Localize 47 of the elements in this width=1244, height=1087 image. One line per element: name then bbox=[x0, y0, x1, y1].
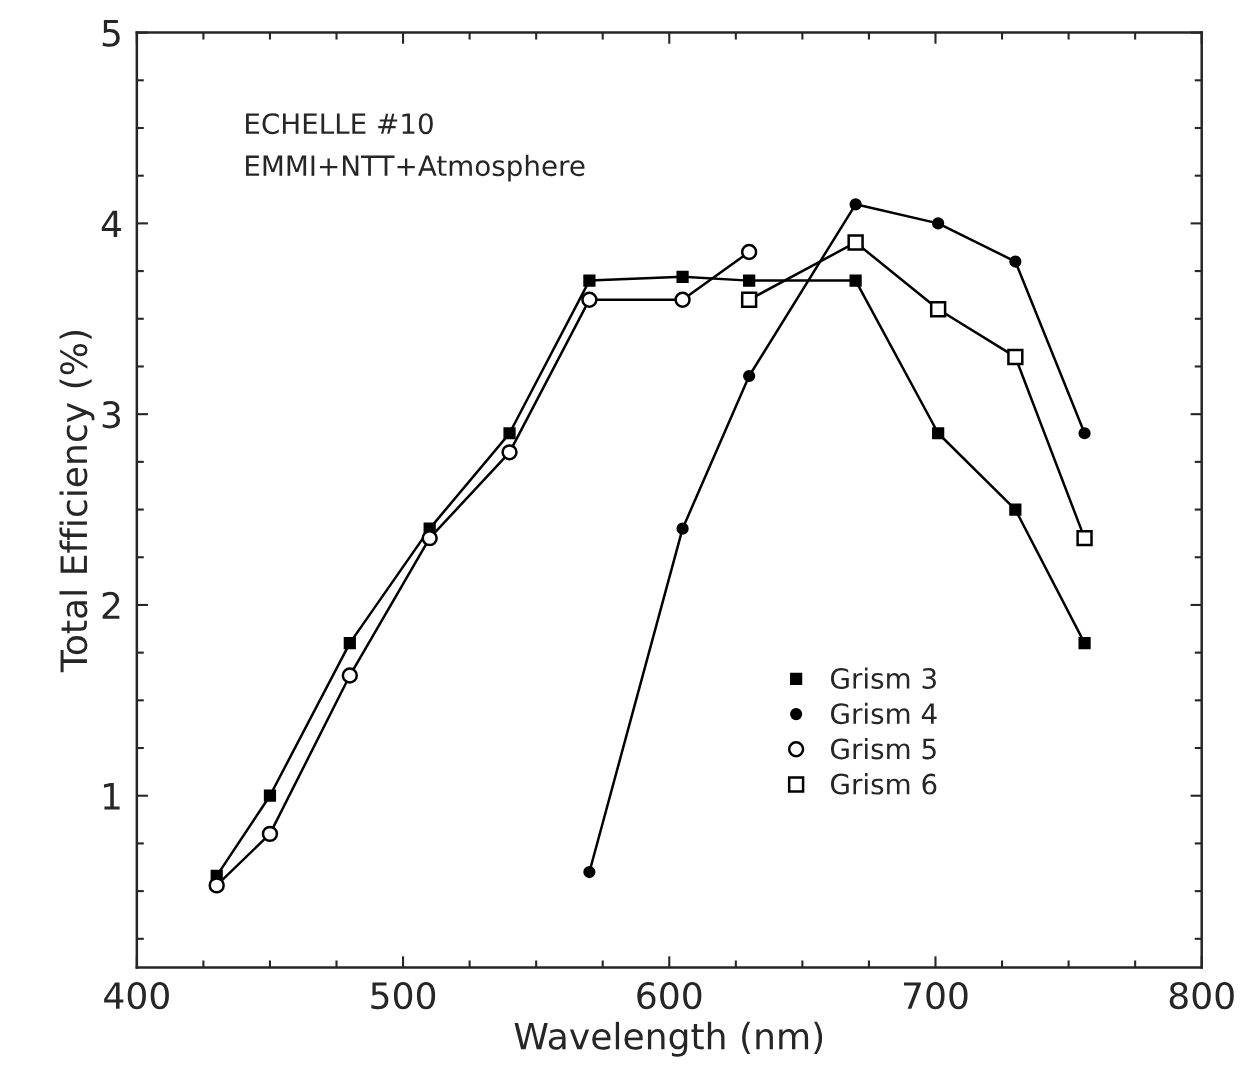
point bbox=[676, 522, 689, 535]
y-tick-label: 2 bbox=[102, 591, 120, 619]
y-axis-title: Total Efficiency (%) bbox=[59, 330, 95, 673]
point bbox=[1078, 636, 1091, 650]
point bbox=[343, 636, 356, 650]
point bbox=[932, 217, 945, 230]
point bbox=[849, 274, 862, 287]
point bbox=[849, 198, 862, 211]
point bbox=[1076, 529, 1093, 547]
point bbox=[583, 274, 596, 287]
legend-label: Grism 3 bbox=[831, 667, 936, 689]
annotation: EMMI+NTT+Atmosphere bbox=[246, 154, 585, 182]
point bbox=[932, 427, 945, 440]
x-axis-title: Wavelength (nm) bbox=[514, 1021, 823, 1057]
legend-label: Grism 5 bbox=[831, 737, 936, 760]
point bbox=[1009, 503, 1022, 516]
point bbox=[743, 369, 756, 383]
legend-label: Grism 6 bbox=[831, 773, 937, 795]
x-tick-label: 800 bbox=[1169, 981, 1234, 1010]
point bbox=[1078, 427, 1091, 440]
legend-label: Grism 4 bbox=[831, 702, 937, 725]
point bbox=[263, 789, 277, 802]
y-tick-label: 3 bbox=[102, 401, 121, 429]
y-tick-label: 5 bbox=[102, 20, 120, 47]
point bbox=[261, 825, 279, 843]
point bbox=[676, 270, 689, 283]
point bbox=[1009, 255, 1022, 268]
x-tick-label: 700 bbox=[903, 981, 968, 1010]
annotation: ECHELLE #10 bbox=[246, 113, 433, 135]
point bbox=[583, 865, 596, 879]
point bbox=[740, 243, 758, 261]
point bbox=[503, 427, 516, 440]
point bbox=[501, 444, 518, 461]
y-tick-label: 1 bbox=[103, 783, 120, 810]
point bbox=[208, 877, 225, 894]
x-tick-label: 500 bbox=[371, 981, 436, 1010]
x-tick-label: 600 bbox=[637, 981, 702, 1010]
point bbox=[743, 274, 756, 287]
point bbox=[674, 291, 691, 308]
point bbox=[581, 291, 598, 308]
point bbox=[740, 291, 758, 308]
point bbox=[929, 301, 947, 318]
point bbox=[847, 234, 864, 251]
y-tick-label: 4 bbox=[101, 210, 121, 238]
point bbox=[341, 667, 359, 684]
point bbox=[1007, 348, 1024, 366]
x-tick-label: 400 bbox=[104, 981, 169, 1010]
